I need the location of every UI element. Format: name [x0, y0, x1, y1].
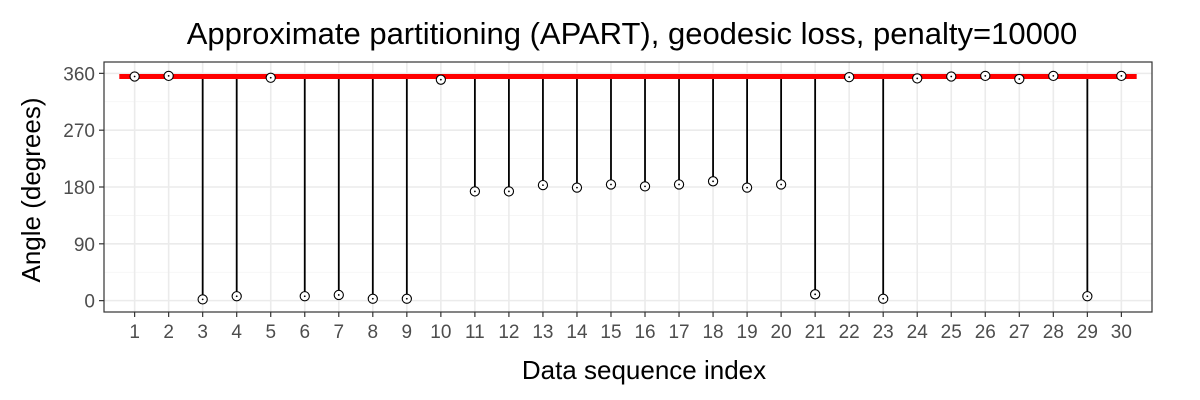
x-tick-label: 3 [197, 322, 208, 343]
x-tick-label: 18 [702, 322, 723, 343]
y-tick-label: 180 [63, 178, 95, 199]
y-axis: 0 90 180 270 360 [63, 64, 104, 313]
x-tick-label: 13 [532, 322, 553, 343]
data-point-center [780, 183, 783, 186]
x-tick-label: 19 [737, 322, 758, 343]
data-points [129, 70, 1127, 305]
data-point-center [1086, 295, 1089, 298]
x-tick-label: 5 [265, 322, 276, 343]
data-point-center [473, 190, 476, 193]
x-tick-label: 11 [465, 322, 485, 343]
x-tick-label: 20 [771, 322, 792, 343]
x-tick-label: 26 [975, 322, 996, 343]
data-point-center [610, 183, 612, 186]
residual-lines [167, 75, 1123, 300]
x-tick-label: 17 [668, 322, 689, 343]
data-point-center [337, 294, 340, 296]
data-point-center [950, 75, 953, 78]
x-tick-label: 23 [873, 322, 894, 343]
data-point-center [848, 76, 851, 79]
data-point-center [644, 185, 646, 188]
x-tick-label: 4 [231, 322, 242, 343]
x-tick-label: 28 [1043, 322, 1064, 343]
y-tick-label: 90 [74, 235, 95, 256]
x-tick-label: 15 [600, 322, 621, 343]
data-point-center [746, 186, 748, 189]
data-point-center [542, 184, 544, 187]
data-point-center [303, 295, 306, 298]
data-point-center [1120, 74, 1123, 77]
data-point-center [1018, 78, 1021, 80]
y-tick-label: 270 [63, 121, 95, 142]
data-point-center [882, 297, 885, 300]
x-tick-label: 29 [1077, 322, 1098, 343]
x-tick-label: 14 [566, 322, 588, 343]
panel-grid [104, 62, 1152, 312]
data-point-center [201, 298, 204, 301]
data-point-center [269, 76, 272, 79]
x-tick-label: 30 [1111, 322, 1132, 343]
data-point-center [167, 74, 170, 77]
x-axis-title: Data sequence index [522, 355, 766, 385]
data-point-center [439, 78, 442, 81]
x-tick-label: 9 [402, 322, 413, 343]
data-point-center [814, 293, 817, 296]
x-axis: 1 2 3 4 5 6 7 8 9 10 11 12 13 14 15 16 17 18 19 20 21 22 23 24 2… [129, 312, 1132, 343]
x-tick-label: 16 [634, 322, 655, 343]
chart-title: Approximate partitioning (APART), geodes… [187, 16, 1078, 51]
data-point-center [1052, 74, 1055, 77]
data-point-center [405, 297, 408, 300]
y-tick-label: 360 [63, 64, 95, 85]
x-tick-label: 8 [368, 322, 379, 343]
data-point-center [371, 297, 374, 300]
data-point-center [235, 295, 238, 298]
x-tick-label: 12 [498, 322, 519, 343]
data-point-center [508, 190, 510, 193]
x-tick-label: 6 [299, 322, 310, 343]
x-tick-label: 22 [839, 322, 860, 343]
data-point-center [576, 186, 578, 189]
x-tick-label: 27 [1009, 322, 1030, 343]
x-tick-label: 24 [907, 322, 929, 343]
x-tick-label: 2 [163, 322, 174, 343]
y-axis-title: Angle (degrees) [16, 98, 46, 283]
x-tick-label: 21 [805, 322, 826, 343]
x-tick-label: 25 [941, 322, 962, 343]
y-tick-label: 0 [84, 292, 95, 313]
data-point-center [133, 75, 136, 78]
x-tick-label: 10 [430, 322, 451, 343]
data-point-center [712, 180, 714, 183]
x-tick-label: 1 [129, 322, 140, 343]
data-point-center [678, 183, 680, 186]
data-point-center [984, 74, 987, 77]
x-tick-label: 7 [333, 322, 344, 343]
data-point-center [916, 77, 919, 80]
